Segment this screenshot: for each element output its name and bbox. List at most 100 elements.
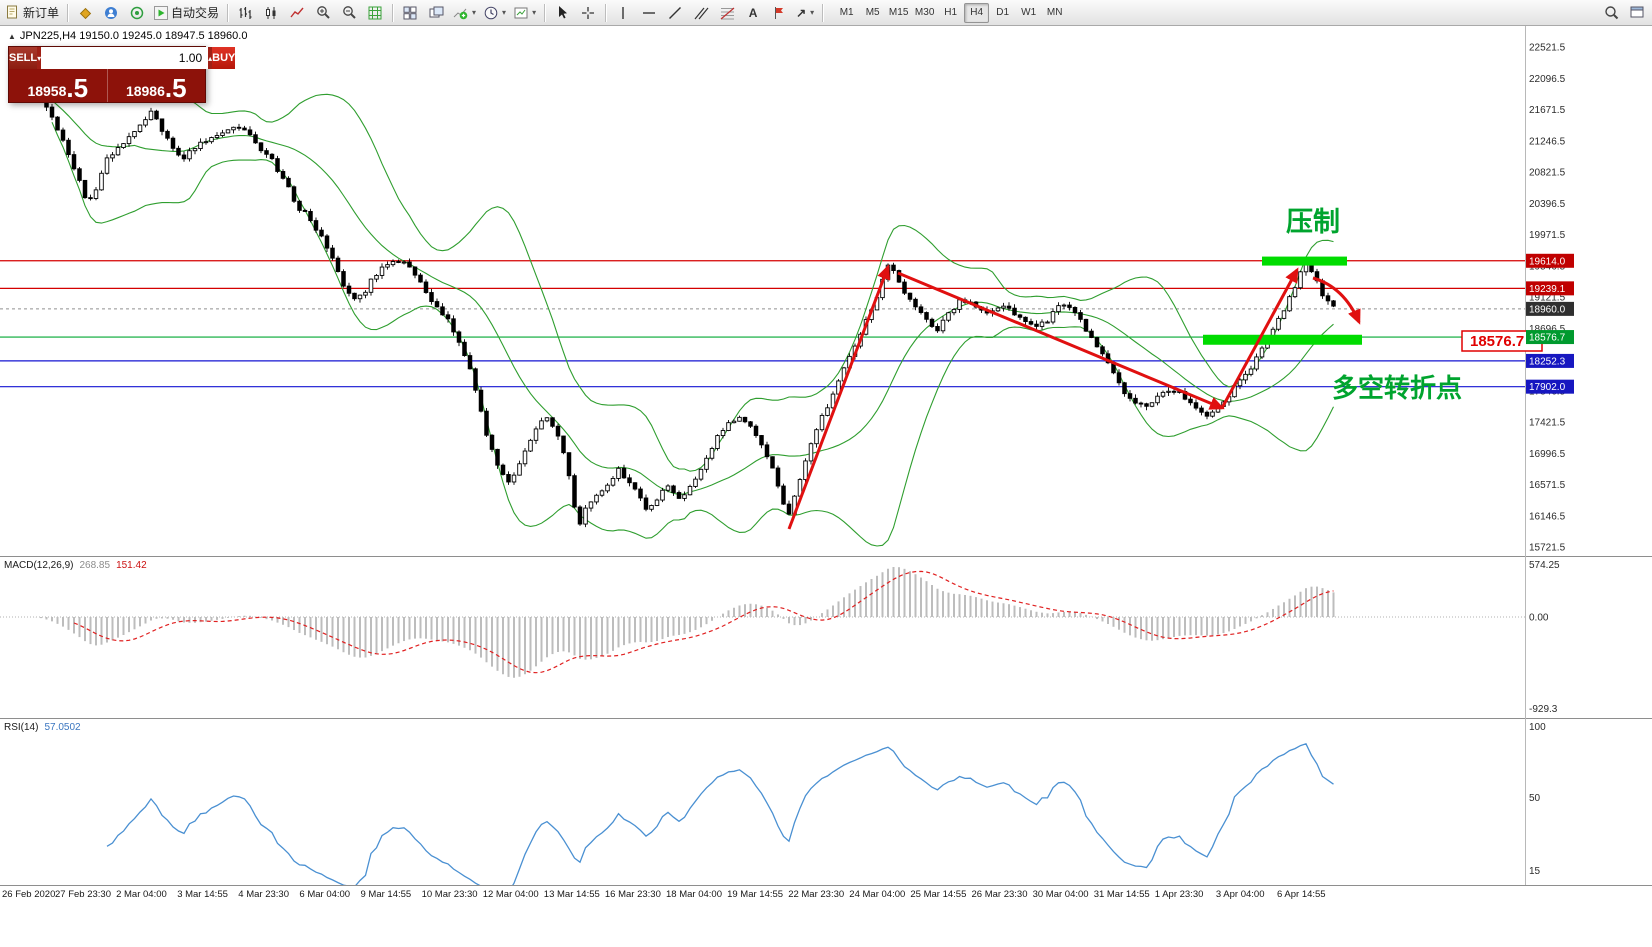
sell-price[interactable]: 18958.5 [9, 69, 107, 102]
templates-button[interactable]: ▾ [511, 2, 539, 24]
time-axis-label: 27 Feb 23:30 [55, 889, 111, 900]
rsi-axis[interactable] [1525, 718, 1652, 885]
label-tool-button[interactable] [767, 2, 791, 24]
volume-stepper[interactable]: ▴ [208, 47, 213, 69]
timeframe-button-m30[interactable]: M30 [914, 7, 935, 18]
tile-windows-button[interactable] [398, 2, 422, 24]
crosshair-icon [581, 6, 595, 20]
symbol-ohlc-text: JPN225,H4 19150.0 19245.0 18947.5 18960.… [19, 30, 248, 42]
channel-tool-button[interactable] [689, 2, 713, 24]
time-axis-label: 3 Mar 14:55 [177, 889, 228, 900]
horizontal-line-icon [642, 8, 656, 18]
text-tool-icon: A [748, 5, 758, 20]
time-axis-label: 6 Apr 14:55 [1277, 889, 1326, 900]
bar-chart-icon [238, 6, 253, 20]
search-button[interactable] [1599, 2, 1623, 24]
trendline-tool-button[interactable] [663, 2, 687, 24]
macd-value-signal: 151.42 [116, 560, 147, 571]
timeframe-button-m5[interactable]: M5 [865, 7, 880, 18]
svg-text:21671.5: 21671.5 [1529, 105, 1566, 116]
bar-chart-button[interactable] [233, 2, 257, 24]
zoom-in-button[interactable] [311, 2, 335, 24]
zoom-out-button[interactable] [337, 2, 361, 24]
periods-button[interactable]: ▾ [481, 2, 509, 24]
time-axis-label: 24 Mar 04:00 [849, 889, 906, 900]
macd-axis[interactable] [1525, 556, 1652, 718]
svg-text:22096.5: 22096.5 [1529, 74, 1566, 85]
new-window-button[interactable] [1625, 2, 1649, 24]
grid-button[interactable] [363, 2, 387, 24]
time-axis-label: 30 Mar 04:00 [1032, 889, 1089, 900]
time-axis-label: 19 Mar 14:55 [727, 889, 784, 900]
svg-text:100: 100 [1529, 722, 1546, 733]
svg-text:19614.0: 19614.0 [1529, 256, 1566, 267]
market-watch-button[interactable] [73, 2, 97, 24]
cursor-button[interactable] [550, 2, 574, 24]
svg-text:20821.5: 20821.5 [1529, 168, 1566, 179]
buy-button[interactable]: BUY [212, 47, 236, 69]
navigator-icon [130, 6, 144, 20]
svg-text:18696.5: 18696.5 [1529, 324, 1566, 335]
macd-name: MACD(12,26,9) [4, 560, 74, 571]
new-order-icon [6, 5, 20, 20]
svg-text:19121.5: 19121.5 [1529, 293, 1566, 304]
arrows-tool-button[interactable]: ↗ ▾ [793, 2, 817, 24]
new-order-label: 新订单 [23, 6, 60, 20]
crosshair-button[interactable] [576, 2, 600, 24]
new-order-button[interactable]: 新订单 [3, 2, 62, 24]
channel-icon [694, 6, 709, 20]
timeframe-button-m1[interactable]: M1 [839, 7, 854, 18]
svg-text:17421.5: 17421.5 [1529, 418, 1566, 429]
cursor-icon [556, 5, 568, 20]
sell-button[interactable]: SELL [9, 47, 38, 69]
text-tool-button[interactable]: A [741, 2, 765, 24]
time-axis-label: 26 Feb 2020 [2, 889, 56, 900]
svg-text:0.00: 0.00 [1529, 613, 1549, 624]
dropdown-caret-icon: ▾ [502, 8, 507, 17]
timeframe-button-m15[interactable]: M15 [888, 7, 909, 18]
time-axis[interactable]: 26 Feb 2020 27 Feb 23:30 2 Mar 04:00 3 Mar … [0, 885, 1652, 903]
window-icon [1630, 6, 1644, 19]
time-axis-label: 12 Mar 04:00 [482, 889, 539, 900]
cascade-windows-button[interactable] [424, 2, 448, 24]
candlestick-chart-button[interactable] [259, 2, 283, 24]
dropdown-caret-icon: ▾ [37, 53, 42, 63]
svg-text:压制: 压制 [1286, 207, 1340, 237]
svg-text:22521.5: 22521.5 [1529, 43, 1566, 54]
time-axis-label: 1 Apr 23:30 [1154, 889, 1204, 900]
svg-text:16146.5: 16146.5 [1529, 511, 1566, 522]
profiles-button[interactable] [99, 2, 123, 24]
time-axis-label: 13 Mar 14:55 [543, 889, 600, 900]
timeframe-button-mn[interactable]: MN [1046, 7, 1063, 18]
volume-input[interactable] [41, 47, 209, 69]
buy-price[interactable]: 18986.5 [106, 69, 206, 102]
price-axis[interactable] [1525, 26, 1652, 556]
market-watch-icon [78, 6, 92, 20]
svg-text:16571.5: 16571.5 [1529, 480, 1566, 491]
timeframe-button-w1[interactable]: W1 [1021, 7, 1037, 18]
rsi-panel[interactable]: 100 50 15 [0, 718, 1652, 885]
svg-text:20396.5: 20396.5 [1529, 199, 1566, 210]
timeframe-button-h4[interactable]: H4 [964, 2, 990, 23]
line-chart-button[interactable] [285, 2, 309, 24]
vertical-line-tool-button[interactable] [611, 2, 635, 24]
vertical-line-icon [618, 6, 628, 20]
horizontal-line-tool-button[interactable] [637, 2, 661, 24]
main-chart[interactable]: 22521.5 22096.5 21671.5 21246.5 20821.5 20396… [0, 26, 1652, 556]
navigator-button[interactable] [125, 2, 149, 24]
svg-text:18960.0: 18960.0 [1529, 304, 1566, 315]
timeframe-button-d1[interactable]: D1 [996, 7, 1010, 18]
indicators-button[interactable]: ▾ [450, 2, 479, 24]
macd-panel[interactable]: 574.25 0.00 -929.3 [0, 556, 1652, 718]
fibonacci-tool-button[interactable] [715, 2, 739, 24]
dropdown-caret-icon: ▾ [472, 8, 477, 17]
time-axis-label: 4 Mar 23:30 [238, 889, 289, 900]
autotrading-button[interactable]: 自动交易 [151, 2, 222, 24]
indicators-icon [453, 6, 468, 20]
toolbar-separator [392, 3, 394, 22]
clock-icon [484, 6, 498, 20]
timeframe-button-h1[interactable]: H1 [944, 7, 958, 18]
symbol-collapse-icon[interactable]: ▲ [8, 31, 16, 41]
volume-dropdown[interactable]: ▾ [37, 47, 42, 69]
svg-text:16996.5: 16996.5 [1529, 449, 1566, 460]
